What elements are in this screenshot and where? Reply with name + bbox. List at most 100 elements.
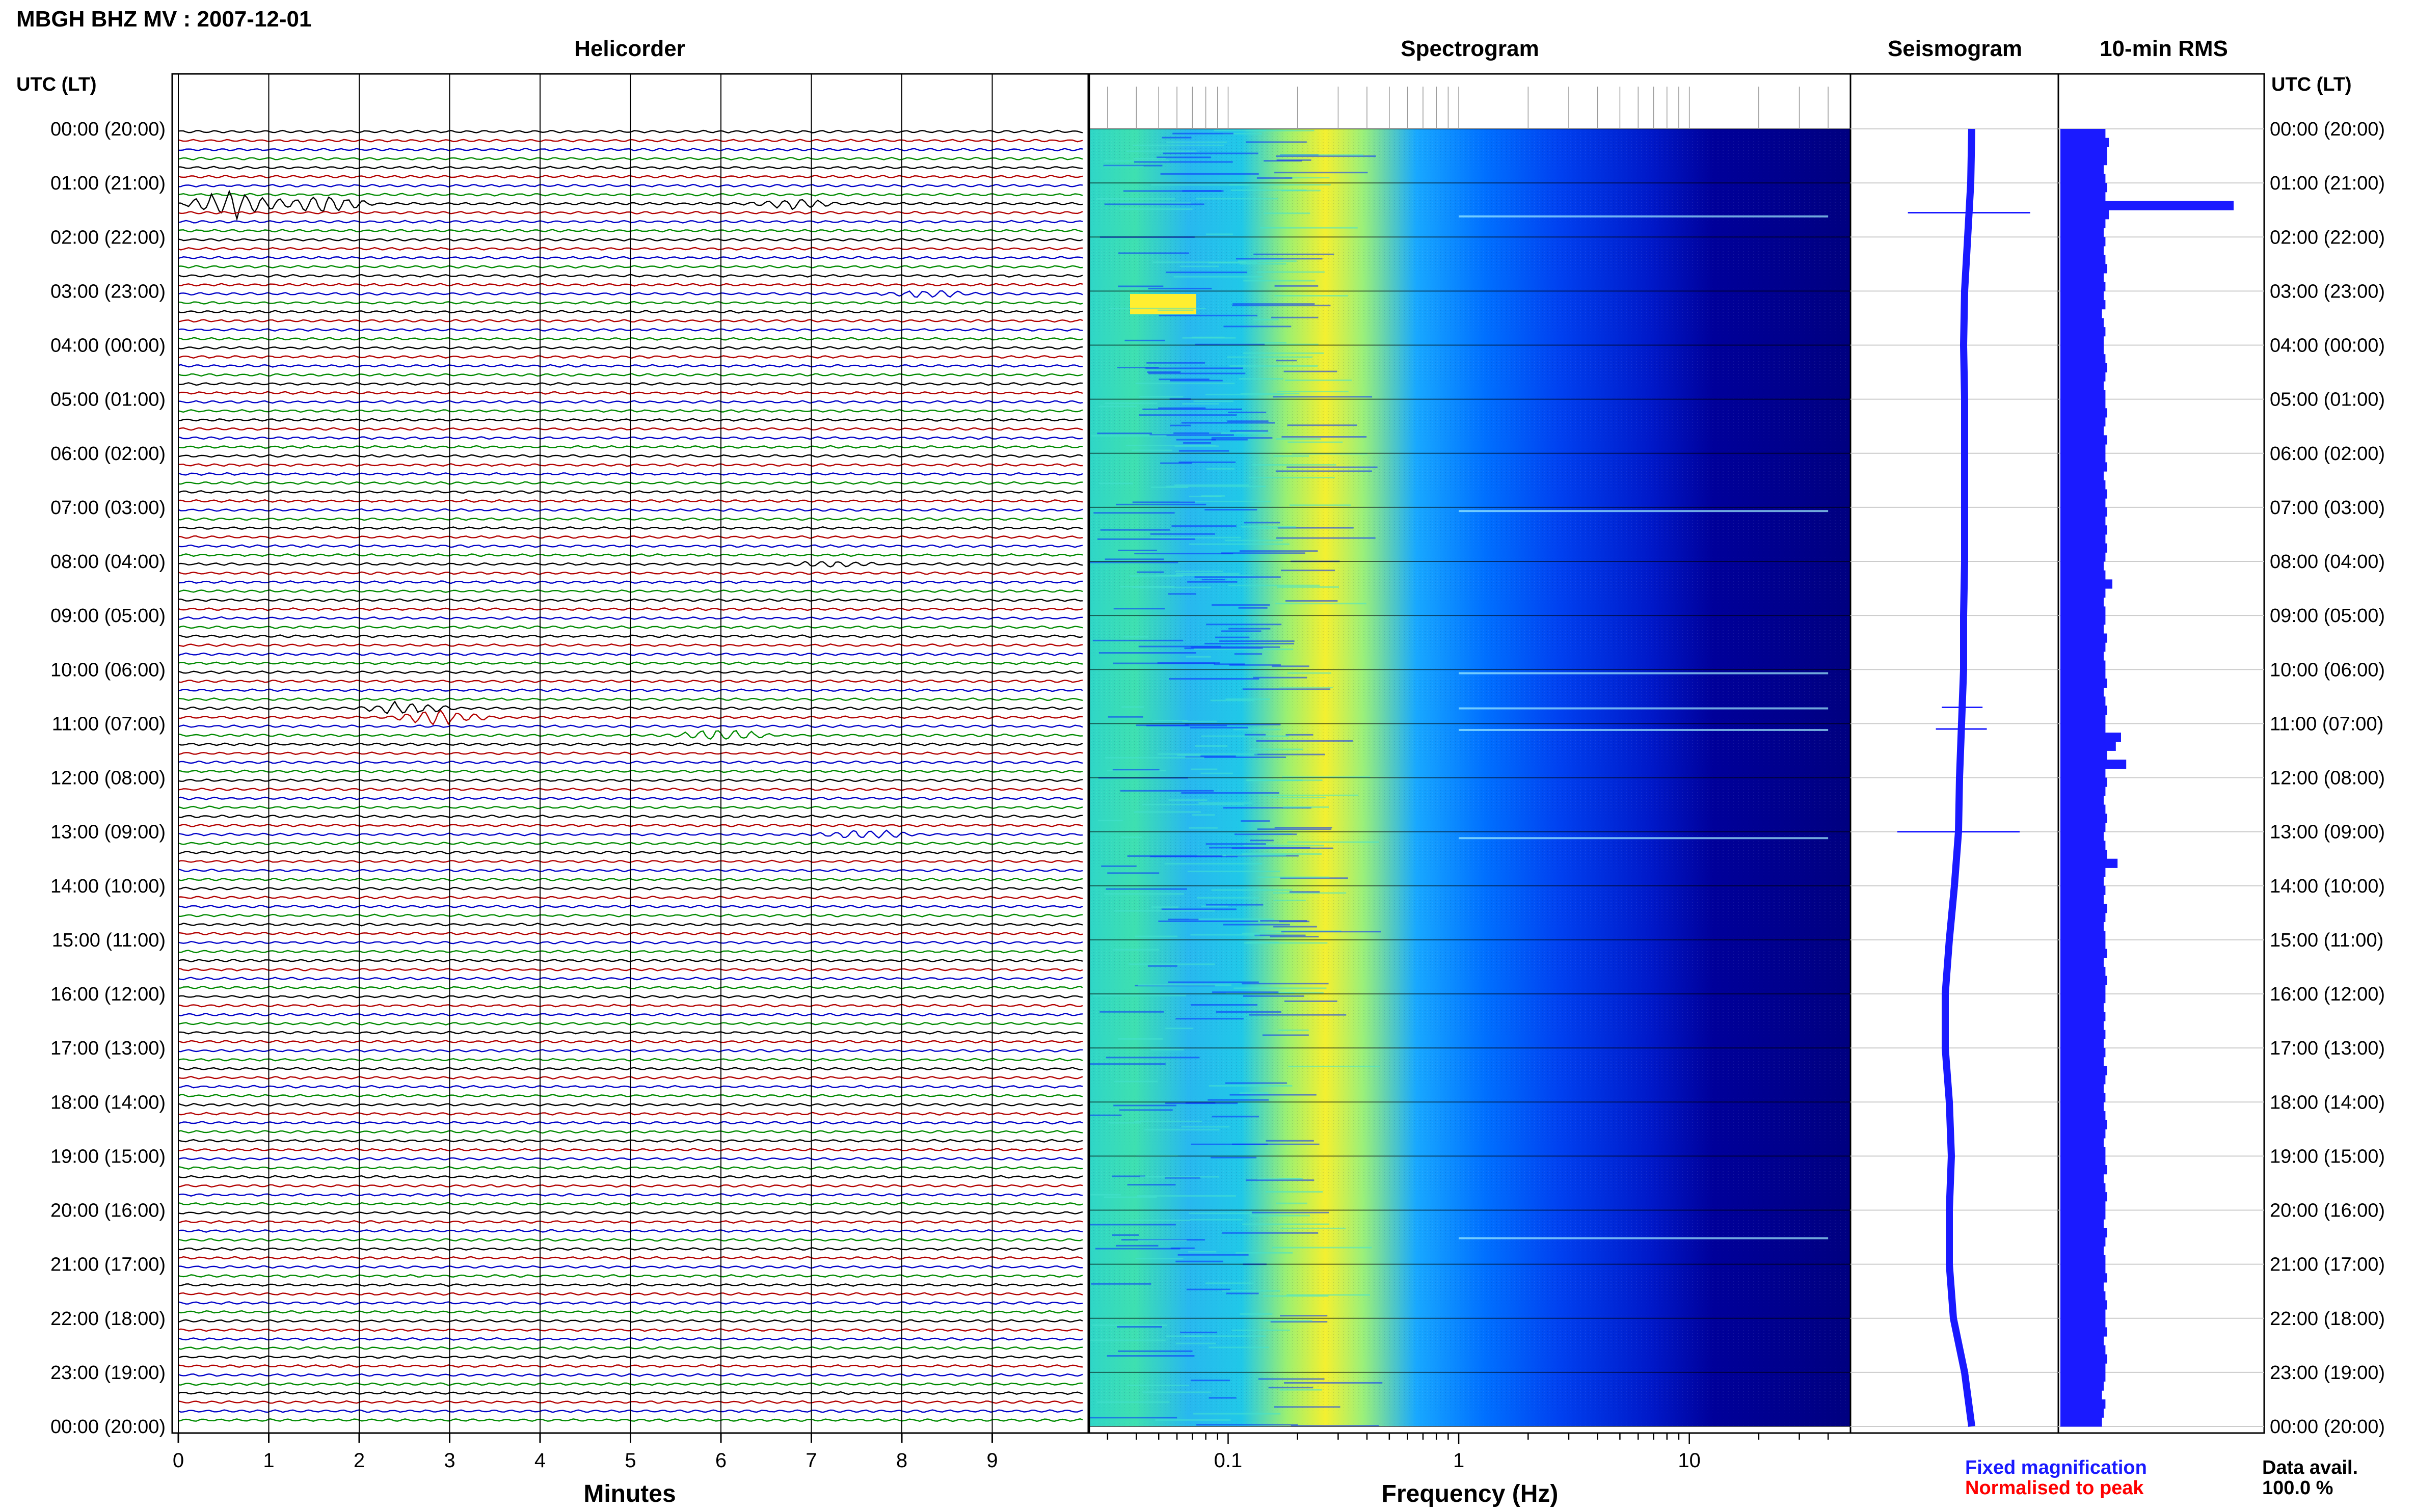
rms-bar xyxy=(2060,147,2107,156)
rms-bar xyxy=(2060,1057,2104,1066)
spectrogram-streak xyxy=(1239,1092,1269,1094)
spectrogram-top-ticks xyxy=(1107,87,1829,129)
rms-bar xyxy=(2060,1021,2104,1031)
spectrogram-streak xyxy=(1157,662,1220,664)
spectrogram-streak xyxy=(1109,308,1206,310)
spectrogram-streak xyxy=(1090,1339,1166,1341)
rms-bar xyxy=(2060,1219,2104,1229)
rms-bar xyxy=(2060,1012,2106,1021)
spectrogram-streak xyxy=(1119,202,1191,204)
spectrogram-streak xyxy=(1189,1212,1252,1214)
spectrogram-streak xyxy=(1175,1342,1216,1344)
spectrogram-event-line xyxy=(1459,215,1829,218)
spectrogram-streak xyxy=(1096,1401,1170,1403)
minutes-tick-label: 9 xyxy=(986,1449,998,1472)
spectrogram-streak xyxy=(1119,208,1193,210)
time-label-right: 18:00 (14:00) xyxy=(2270,1092,2385,1113)
spectrogram-streak xyxy=(1170,424,1191,426)
spectrogram-streak xyxy=(1220,343,1319,345)
spectrogram-streak xyxy=(1157,753,1258,755)
spectrogram-streak xyxy=(1246,941,1279,943)
spectrogram-streak xyxy=(1253,677,1307,679)
spectrogram-streak xyxy=(1168,919,1199,921)
spectrogram-streak xyxy=(1222,1290,1280,1292)
spectrogram-streak xyxy=(1185,757,1286,759)
spectrogram-streak xyxy=(1090,1063,1166,1065)
spectrogram-streak xyxy=(1158,407,1206,409)
spectrogram-streak xyxy=(1165,1028,1194,1030)
spectrogram-streak xyxy=(1151,184,1250,186)
spectrogram-streak xyxy=(1274,294,1348,296)
spectrogram-streak xyxy=(1223,924,1290,926)
spectrogram-streak xyxy=(1206,233,1233,235)
spectrogram-streak xyxy=(1178,450,1229,452)
spectrogram-event-line xyxy=(1459,728,1829,731)
spectrogram-streak xyxy=(1091,435,1167,437)
spectrogram-streak xyxy=(1200,772,1233,774)
spectrogram-streak xyxy=(1117,1038,1163,1040)
rms-bar xyxy=(2060,174,2106,183)
spectrogram-streak xyxy=(1229,365,1318,367)
time-label-right: 09:00 (05:00) xyxy=(2270,605,2385,627)
spectrogram-streak xyxy=(1276,537,1376,539)
spectrogram-streak xyxy=(1123,636,1149,638)
spectrogram-streak xyxy=(1150,536,1242,538)
time-label-left: 04:00 (00:00) xyxy=(50,335,166,357)
legend-fixed-magnification: Fixed magnification xyxy=(1965,1457,2147,1478)
spectrogram-streak xyxy=(1209,262,1257,264)
spectrogram-streak xyxy=(1160,462,1192,464)
spectrogram-streak xyxy=(1208,1099,1269,1101)
rms-bar xyxy=(2060,1111,2106,1121)
spectrogram-streak xyxy=(1240,1313,1273,1315)
spectrogram-streak xyxy=(1257,828,1332,830)
spectrogram-streak xyxy=(1106,888,1187,890)
rms-bar xyxy=(2060,651,2104,661)
spectrogram-streak xyxy=(1165,1102,1238,1104)
spectrogram-streak xyxy=(1148,372,1246,374)
spectrogram-streak xyxy=(1263,794,1359,796)
rms-bar xyxy=(2060,733,2121,742)
spectrogram-streak xyxy=(1182,403,1220,405)
spectrogram-streak xyxy=(1186,656,1211,658)
frequency-tick-label: 10 xyxy=(1678,1449,1701,1472)
minutes-tick-label: 0 xyxy=(173,1449,184,1472)
spectrogram-streak xyxy=(1121,706,1144,708)
spectrogram-streak xyxy=(1257,1178,1302,1180)
spectrogram-streak xyxy=(1289,891,1320,893)
spectrogram-streak xyxy=(1253,318,1279,320)
rms-bar xyxy=(2060,300,2106,310)
spectrogram-streak xyxy=(1104,160,1169,162)
spectrogram-streak xyxy=(1149,434,1234,436)
spectrogram-streak xyxy=(1185,723,1281,725)
spectrogram-streak xyxy=(1204,509,1257,511)
spectrogram-streak xyxy=(1118,252,1189,254)
spectrogram-streak xyxy=(1113,949,1160,951)
rms-bar xyxy=(2060,165,2104,174)
spectrogram-streak xyxy=(1282,776,1371,778)
spectrogram-streak xyxy=(1273,892,1347,894)
rms-bar xyxy=(2060,939,2106,950)
spectrogram-streak xyxy=(1184,647,1263,650)
spectrogram-streak xyxy=(1274,172,1368,174)
time-label-left: 17:00 (13:00) xyxy=(50,1038,166,1059)
spectrogram-streak xyxy=(1139,414,1237,416)
spectrogram-streak xyxy=(1276,360,1297,362)
time-label-right: 22:00 (18:00) xyxy=(2270,1308,2385,1330)
time-label-right: 08:00 (04:00) xyxy=(2270,551,2385,573)
rms-bar xyxy=(2060,615,2106,625)
spectrogram-streak xyxy=(1223,132,1262,134)
rms-bar xyxy=(2060,543,2107,553)
rms-bar xyxy=(2060,922,2104,931)
spectrogram-streak xyxy=(1275,470,1372,472)
spectrogram-streak xyxy=(1175,1260,1223,1262)
rms-bar xyxy=(2060,814,2107,823)
minutes-tick-label: 6 xyxy=(715,1449,727,1472)
spectrogram-streak xyxy=(1105,558,1164,560)
spectrogram-streak xyxy=(1182,337,1236,339)
rms-bar xyxy=(2060,507,2107,517)
spectrogram-streak xyxy=(1100,529,1170,531)
rms-bar xyxy=(2060,1129,2106,1139)
spectrogram-streak xyxy=(1135,935,1178,937)
spectrogram-streak xyxy=(1170,1247,1195,1249)
spectrogram-streak xyxy=(1158,920,1258,922)
